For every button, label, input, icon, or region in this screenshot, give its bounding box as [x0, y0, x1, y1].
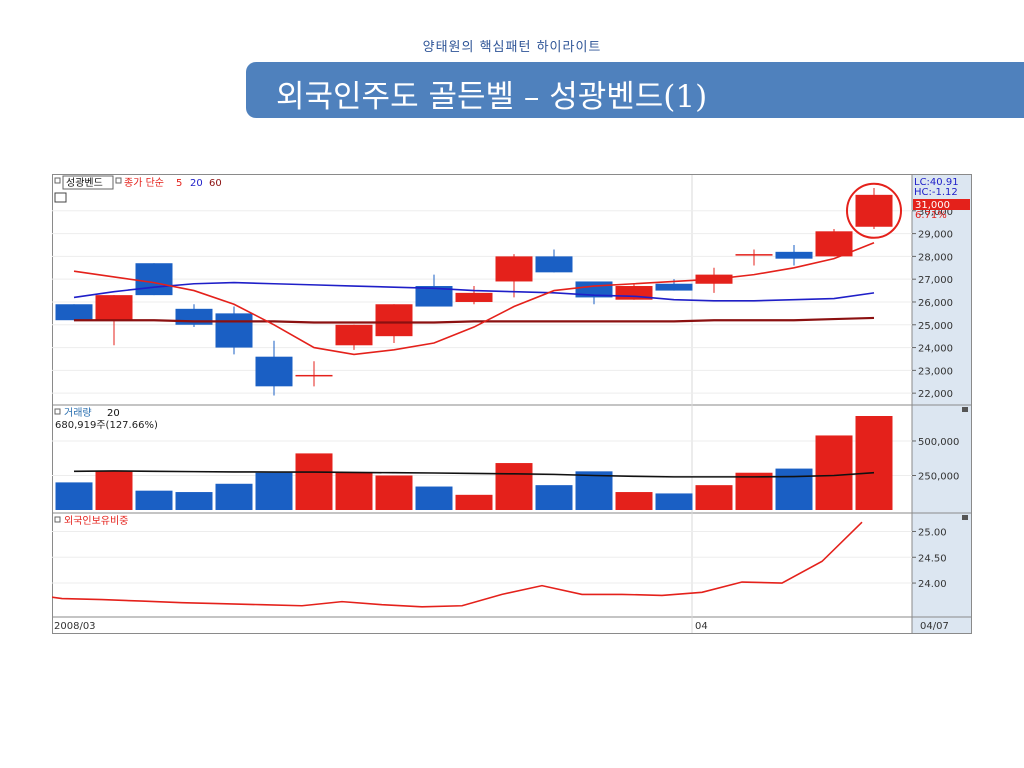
foreign-tick-label: 24.00 — [918, 579, 947, 590]
candle-body — [455, 292, 493, 302]
volume-bar — [415, 486, 453, 510]
x-axis-last-date: 04/07 — [920, 621, 949, 632]
price-tick-label: 28,000 — [918, 252, 953, 263]
volume-ma-period: 20 — [107, 408, 120, 419]
legend-marker — [54, 177, 61, 184]
volume-panel-control-icon — [962, 407, 968, 412]
change-rate: 6.71% — [915, 210, 947, 221]
ma5-line — [73, 241, 875, 356]
legend-marker — [54, 516, 61, 523]
volume-tick-label: 250,000 — [918, 471, 959, 482]
volume-bar — [495, 463, 533, 510]
volume-bar — [655, 493, 693, 510]
volume-bar — [55, 482, 93, 510]
volume-bar — [135, 490, 173, 510]
price-tick-label: 30,000 — [918, 207, 953, 218]
volume-bar — [95, 471, 133, 510]
volume-bar — [575, 471, 613, 510]
candle-body — [775, 251, 813, 259]
ma60-line — [74, 316, 875, 324]
ma60-period-label: 60 — [209, 178, 222, 189]
candle-body — [815, 231, 853, 257]
foreign-ownership-line — [52, 521, 863, 608]
slide-title: 외국인주도 골든벨 – 성광벤드(1) — [276, 79, 708, 115]
volume-bar — [335, 472, 373, 510]
foreign-tick-label: 24.50 — [918, 553, 947, 564]
stock-chart: 30,000 29,000 28,000 27,000 26,000 25,000 24,0… — [52, 174, 972, 634]
volume-bar — [175, 492, 213, 510]
candle-body — [215, 313, 253, 348]
candle-body — [415, 286, 453, 307]
volume-bar — [855, 416, 893, 510]
ma-label: 종가 단순 — [124, 177, 164, 189]
price-tick-label: 29,000 — [918, 230, 953, 241]
y-axis-strip — [912, 175, 971, 633]
volume-label: 거래량 — [64, 407, 92, 419]
stock-name-label: 성광벤드 — [66, 177, 103, 189]
foreign-panel-control-icon — [962, 515, 968, 520]
stock-name-box — [62, 175, 114, 190]
candle-body — [735, 254, 773, 256]
volume-tick-label: 500,000 — [918, 437, 959, 448]
ma5-period-label: 5 — [176, 178, 182, 189]
highlight-circle — [846, 182, 902, 239]
x-axis-label: 2008/03 — [54, 621, 96, 632]
candle-body — [255, 356, 293, 387]
x-axis-label: 04 — [695, 621, 708, 632]
current-price-tag — [913, 199, 970, 210]
volume-ma-line — [73, 470, 875, 478]
foreign-tick-label: 25.00 — [918, 527, 947, 538]
price-tick-label: 23,000 — [918, 366, 953, 377]
slide-title-banner: 외국인주도 골든벨 – 성광벤드(1) — [246, 62, 1024, 118]
ma20-line — [73, 281, 875, 302]
volume-info: 680,919주(127.66%) — [55, 420, 158, 431]
ma20-period-label: 20 — [190, 178, 203, 189]
volume-bar — [215, 483, 253, 510]
volume-bar — [455, 494, 493, 510]
price-tick-label: 26,000 — [918, 298, 953, 309]
info-hc: HC:-1.12 — [914, 187, 958, 198]
volume-bar — [615, 492, 653, 510]
candle-body — [535, 256, 573, 273]
candle-body — [135, 263, 173, 296]
candle-body — [655, 283, 693, 291]
slide-subtitle: 양태원의 핵심패턴 하이라이트 — [422, 40, 602, 55]
candle-body — [295, 374, 333, 377]
legend-marker — [115, 177, 122, 184]
volume-bar — [815, 435, 853, 510]
legend-marker — [54, 408, 61, 415]
candle-body — [335, 324, 373, 346]
volume-bar — [775, 468, 813, 510]
volume-bar — [535, 485, 573, 510]
candle-body — [855, 194, 893, 227]
volume-bar — [295, 453, 333, 510]
volume-bar — [375, 475, 413, 510]
price-tick-label: 22,000 — [918, 389, 953, 400]
volume-bar — [255, 472, 293, 510]
info-lc: LC:40.91 — [914, 177, 959, 188]
price-tick-label: 27,000 — [918, 275, 953, 286]
price-tick-label: 25,000 — [918, 321, 953, 332]
volume-bar — [695, 485, 733, 510]
current-price: 31,000 — [915, 200, 950, 211]
volume-bar — [735, 472, 773, 510]
foreign-label: 외국인보유비중 — [64, 515, 128, 527]
candle-body — [495, 256, 533, 282]
grid-toggle-icon — [54, 192, 67, 203]
price-tick-label: 24,000 — [918, 344, 953, 355]
candle-body — [375, 304, 413, 337]
candle-body — [55, 304, 93, 321]
candle-body — [95, 295, 133, 321]
